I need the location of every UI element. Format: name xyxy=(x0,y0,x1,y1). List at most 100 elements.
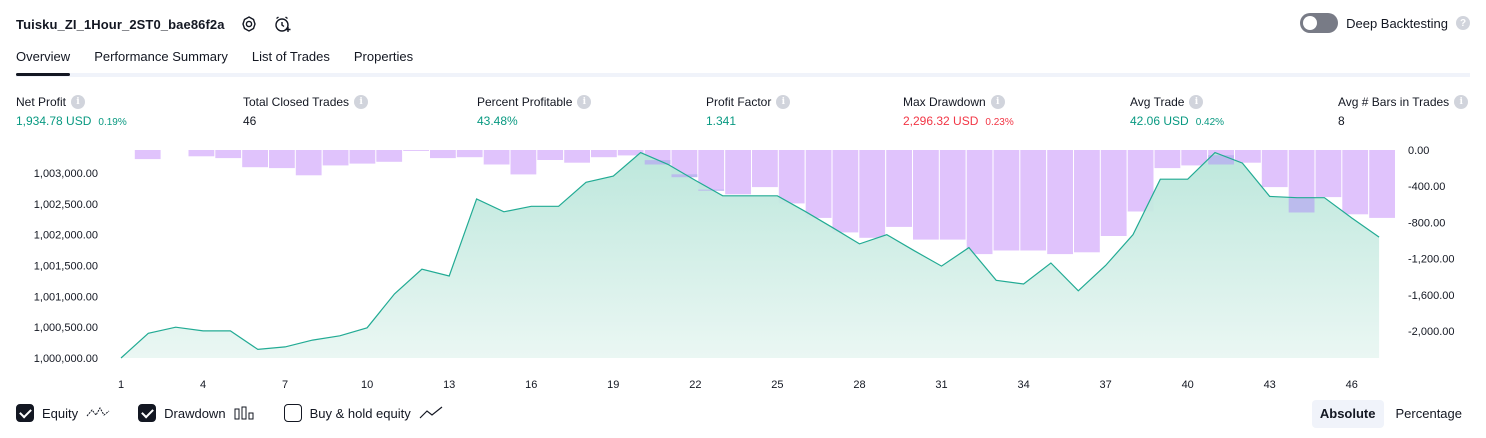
x-tick: 16 xyxy=(525,379,537,391)
metric-percent: 0.19% xyxy=(98,117,127,128)
y-left-tick: 1,001,500.00 xyxy=(34,261,98,273)
tab-list-of-trades[interactable]: List of Trades xyxy=(251,49,330,64)
strategy-header: Tuisku_ZI_1Hour_2ST0_bae86f2a xyxy=(16,12,293,36)
metric-value: 1,934.78 USD xyxy=(16,114,92,128)
settings-icon[interactable] xyxy=(239,14,259,34)
x-tick: 34 xyxy=(1017,379,1029,391)
y-right-tick: 0.00 xyxy=(1408,145,1429,157)
drawdown-bar xyxy=(1261,150,1288,188)
buy-hold-label: Buy & hold equity xyxy=(309,405,411,421)
info-icon[interactable]: i xyxy=(354,94,369,109)
metric-value: 46 xyxy=(243,114,257,128)
tabs-divider xyxy=(16,73,1470,77)
legend-equity[interactable]: Equity xyxy=(16,404,110,422)
equity-checkbox[interactable] xyxy=(16,404,34,422)
metric-max-drawdown: Max Drawdown i 2,296.32 USD 0.23% xyxy=(903,94,1014,128)
drawdown-bar xyxy=(134,150,161,160)
drawdown-bar xyxy=(376,150,403,162)
drawdown-bar xyxy=(1047,150,1073,255)
y-right-tick: -1,600.00 xyxy=(1408,290,1454,302)
drawdown-bar xyxy=(617,150,644,156)
drawdown-bar xyxy=(537,150,564,160)
equity-drawdown-chart[interactable]: 1,000,000.00 1,000,500.00 1,001,000.00 1,00… xyxy=(0,140,1486,398)
drawdown-bar xyxy=(295,150,322,176)
metric-value: 43.48% xyxy=(477,114,518,128)
drawdown-bar xyxy=(725,150,751,195)
deep-backtesting-toggle[interactable] xyxy=(1300,13,1339,33)
x-tick: 22 xyxy=(689,379,701,391)
scale-mode-switch: Absolute Percentage xyxy=(1311,400,1470,428)
drawdown-bar xyxy=(886,150,912,227)
metric-label: Net Profit xyxy=(16,94,67,109)
drawdown-bar xyxy=(456,150,483,158)
add-alert-icon[interactable] xyxy=(273,14,293,34)
tab-overview[interactable]: Overview xyxy=(16,46,71,76)
metric-value: 8 xyxy=(1338,114,1345,128)
metric-value: 42.06 USD xyxy=(1130,114,1189,128)
drawdown-equity-overlap xyxy=(671,174,698,178)
absolute-button[interactable]: Absolute xyxy=(1311,400,1384,428)
tab-performance-summary[interactable]: Performance Summary xyxy=(94,49,228,64)
y-left-tick: 1,001,000.00 xyxy=(34,291,98,303)
info-icon[interactable]: i xyxy=(577,94,592,109)
help-icon[interactable]: ? xyxy=(1456,16,1470,30)
drawdown-bar xyxy=(188,150,215,157)
drawdown-checkbox[interactable] xyxy=(138,404,157,422)
info-icon[interactable]: i xyxy=(71,94,86,109)
equity-line-icon xyxy=(86,406,110,417)
y-left-tick: 1,000,500.00 xyxy=(34,322,98,334)
y-left-tick: 1,000,000.00 xyxy=(34,353,98,365)
drawdown-bar xyxy=(1181,150,1208,166)
metric-label: Avg Trade xyxy=(1130,94,1185,109)
x-tick: 40 xyxy=(1182,379,1194,391)
drawdown-bar xyxy=(913,150,939,240)
strategy-name: Tuisku_ZI_1Hour_2ST0_bae86f2a xyxy=(16,16,225,32)
drawdown-equity-overlap xyxy=(644,160,671,165)
x-tick: 46 xyxy=(1346,379,1358,391)
drawdown-bar xyxy=(966,150,993,255)
drawdown-bar xyxy=(483,150,510,165)
info-icon[interactable]: i xyxy=(1454,94,1469,109)
info-icon[interactable]: i xyxy=(1189,94,1204,109)
x-tick: 10 xyxy=(361,379,373,391)
info-icon[interactable]: i xyxy=(776,94,791,109)
x-tick: 37 xyxy=(1099,379,1111,391)
legend-buy-hold[interactable]: Buy & hold equity xyxy=(283,404,443,422)
drawdown-bar xyxy=(1342,150,1369,215)
x-tick: 19 xyxy=(607,379,619,391)
y-right-tick: -800.00 xyxy=(1408,217,1445,229)
metric-value: 1.341 xyxy=(706,114,737,128)
drawdown-bar xyxy=(1235,150,1261,163)
drawdown-bars-icon xyxy=(234,406,254,420)
drawdown-bar xyxy=(430,150,456,159)
drawdown-bar xyxy=(242,150,268,168)
drawdown-equity-overlap xyxy=(1208,155,1234,165)
metric-total-closed-trades: Total Closed Trades i 46 xyxy=(243,94,369,128)
percentage-button[interactable]: Percentage xyxy=(1395,406,1463,421)
metric-value: 2,296.32 USD xyxy=(903,114,979,128)
drawdown-bar xyxy=(349,150,376,164)
y-left-tick: 1,002,500.00 xyxy=(34,199,98,211)
y-right-tick: -2,000.00 xyxy=(1408,326,1454,338)
metric-avg-bars-in-trades: Avg # Bars in Trades i 8 xyxy=(1338,94,1469,128)
info-icon[interactable]: i xyxy=(990,94,1005,109)
metric-percent: 0.42% xyxy=(1195,117,1225,128)
equity-line xyxy=(120,151,1380,359)
drawdown-bar xyxy=(832,150,859,233)
equity-label: Equity xyxy=(42,405,79,421)
metric-label: Avg # Bars in Trades xyxy=(1338,94,1450,109)
y-right-tick: -400.00 xyxy=(1408,181,1445,193)
metric-label: Profit Factor xyxy=(706,94,772,109)
drawdown-bar xyxy=(1100,150,1127,236)
metric-net-profit: Net Profit i 1,934.78 USD 0.19% xyxy=(16,94,127,128)
drawdown-bar xyxy=(403,150,429,151)
drawdown-equity-overlap xyxy=(1288,197,1315,213)
metric-profit-factor: Profit Factor i 1.341 xyxy=(706,94,791,128)
buy-hold-checkbox[interactable] xyxy=(283,404,302,422)
tab-properties[interactable]: Properties xyxy=(353,49,414,64)
drawdown-equity-overlap xyxy=(698,189,725,191)
x-tick: 28 xyxy=(853,379,865,391)
metric-percent: 0.23% xyxy=(985,117,1014,128)
deep-backtesting-control: Deep Backtesting ? xyxy=(1300,13,1470,33)
legend-drawdown[interactable]: Drawdown xyxy=(138,404,255,422)
